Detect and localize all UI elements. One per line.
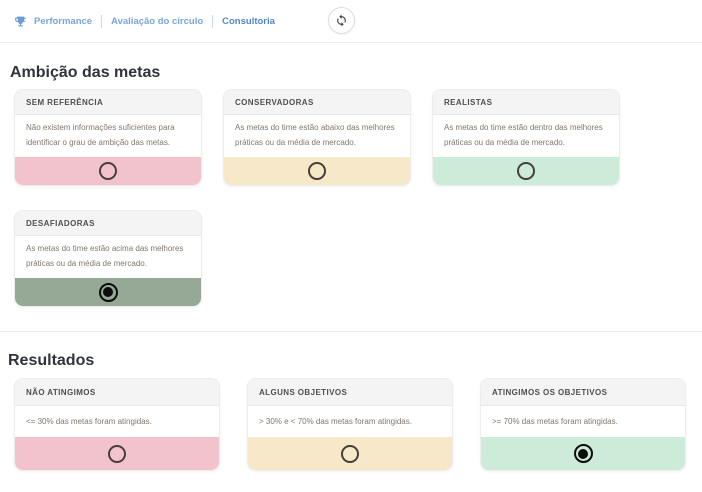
card-footer bbox=[224, 157, 410, 185]
card-footer bbox=[481, 437, 685, 470]
card-description: Não existem informações suficientes para… bbox=[26, 123, 175, 148]
radio-nao-atingimos[interactable] bbox=[108, 444, 126, 463]
card-footer bbox=[15, 278, 201, 306]
card-footer bbox=[433, 157, 619, 185]
card-title: REALISTAS bbox=[433, 90, 619, 115]
card-atingimos-os-objetivos[interactable]: ATINGIMOS OS OBJETIVOS >= 70% das metas … bbox=[480, 378, 686, 471]
card-footer bbox=[15, 157, 201, 185]
nav-separator bbox=[101, 14, 103, 28]
nav-separator bbox=[212, 14, 214, 28]
section-divider bbox=[0, 331, 702, 332]
nav-tab-consultoria[interactable]: Consultoria bbox=[222, 15, 275, 27]
nav-tab-performance[interactable]: Performance bbox=[34, 15, 93, 27]
card-description: >= 70% das metas foram atingidas. bbox=[492, 417, 618, 426]
card-title: ALGUNS OBJETIVOS bbox=[248, 379, 452, 406]
card-footer bbox=[248, 437, 452, 470]
card-description: As metas do time estão abaixo das melhor… bbox=[235, 123, 395, 148]
refresh-button[interactable] bbox=[328, 7, 355, 34]
card-nao-atingimos[interactable]: NÃO ATINGIMOS <= 30% das metas foram ati… bbox=[14, 378, 220, 471]
trophy-icon bbox=[14, 15, 27, 28]
card-title: DESAFIADORAS bbox=[15, 211, 201, 236]
radio-realistas[interactable] bbox=[517, 162, 535, 180]
sync-icon bbox=[337, 14, 346, 27]
ambicao-cards-row-2: DESAFIADORAS As metas do time estão acim… bbox=[14, 210, 702, 307]
card-description: <= 30% das metas foram atingidas. bbox=[26, 417, 152, 426]
card-sem-referencia[interactable]: SEM REFERÊNCIA Não existem informações s… bbox=[14, 89, 202, 186]
card-description: As metas do time estão dentro das melhor… bbox=[444, 123, 603, 148]
card-description: As metas do time estão acima das melhore… bbox=[26, 244, 184, 269]
card-realistas[interactable]: REALISTAS As metas do time estão dentro … bbox=[432, 89, 620, 186]
card-description: > 30% e < 70% das metas foram atingidas. bbox=[259, 417, 412, 426]
card-desafiadoras[interactable]: DESAFIADORAS As metas do time estão acim… bbox=[14, 210, 202, 307]
resultados-cards-row: NÃO ATINGIMOS <= 30% das metas foram ati… bbox=[14, 378, 702, 471]
card-alguns-objetivos[interactable]: ALGUNS OBJETIVOS > 30% e < 70% das metas… bbox=[247, 378, 453, 471]
top-navigation: Performance Avaliação do círculo Consult… bbox=[0, 0, 702, 43]
card-title: NÃO ATINGIMOS bbox=[15, 379, 219, 406]
radio-alguns-objetivos[interactable] bbox=[341, 444, 359, 463]
radio-conservadoras[interactable] bbox=[308, 162, 326, 180]
card-title: ATINGIMOS OS OBJETIVOS bbox=[481, 379, 685, 406]
nav-tab-avaliacao-do-circulo[interactable]: Avaliação do círculo bbox=[111, 15, 204, 27]
ambicao-cards-row-1: SEM REFERÊNCIA Não existem informações s… bbox=[14, 89, 702, 186]
card-title: SEM REFERÊNCIA bbox=[15, 90, 201, 115]
section-title-ambicao: Ambição das metas bbox=[10, 64, 161, 81]
card-title: CONSERVADORAS bbox=[224, 90, 410, 115]
radio-sem-referencia[interactable] bbox=[99, 162, 117, 180]
card-conservadoras[interactable]: CONSERVADORAS As metas do time estão aba… bbox=[223, 89, 411, 186]
section-title-resultados: Resultados bbox=[8, 352, 95, 369]
radio-desafiadoras[interactable] bbox=[98, 282, 118, 302]
radio-atingimos-os-objetivos[interactable] bbox=[573, 444, 593, 463]
card-footer bbox=[15, 437, 219, 470]
